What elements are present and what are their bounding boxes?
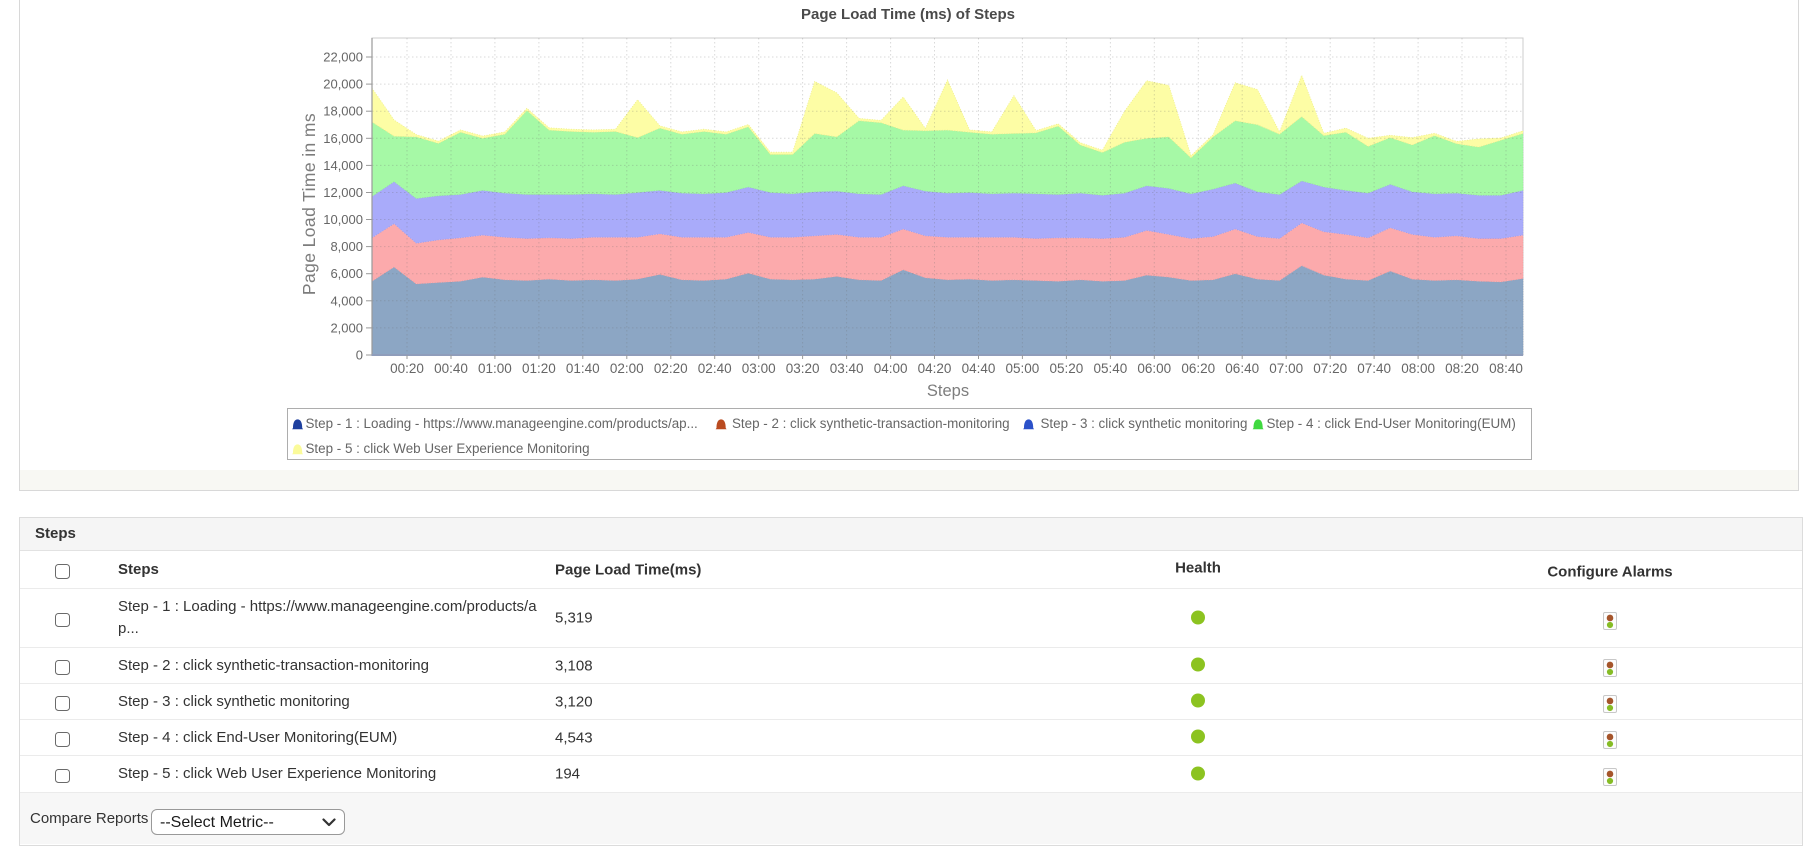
svg-text:Page Load Time (ms) of Steps: Page Load Time (ms) of Steps [801,6,1015,23]
svg-text:04:40: 04:40 [962,361,996,376]
svg-text:8,000: 8,000 [330,239,363,254]
svg-text:08:20: 08:20 [1445,361,1479,376]
svg-text:04:00: 04:00 [874,361,908,376]
svg-text:03:20: 03:20 [786,361,820,376]
svg-text:05:40: 05:40 [1094,361,1128,376]
svg-text:Steps: Steps [927,382,969,400]
svg-text:18,000: 18,000 [323,104,363,119]
svg-text:04:20: 04:20 [918,361,952,376]
svg-text:03:00: 03:00 [742,361,776,376]
svg-text:08:00: 08:00 [1401,361,1435,376]
svg-text:20,000: 20,000 [323,77,363,92]
svg-text:00:20: 00:20 [390,361,424,376]
svg-text:06:00: 06:00 [1137,361,1171,376]
svg-text:08:40: 08:40 [1489,361,1523,376]
svg-text:Step - 2 : click synthetic-tra: Step - 2 : click synthetic-transaction-m… [732,416,1010,431]
svg-text:01:20: 01:20 [522,361,556,376]
svg-text:12,000: 12,000 [323,185,363,200]
svg-text:01:40: 01:40 [566,361,600,376]
svg-text:Step - 4 : click End-User Moni: Step - 4 : click End-User Monitoring(EUM… [1267,416,1516,431]
svg-text:6,000: 6,000 [330,266,363,281]
svg-text:Step - 5 : click Web User Expe: Step - 5 : click Web User Experience Mon… [306,441,590,456]
svg-text:0: 0 [356,348,363,363]
svg-text:Step - 3 : click synthetic mon: Step - 3 : click synthetic monitoring [1041,416,1248,431]
svg-text:4,000: 4,000 [330,293,363,308]
svg-text:05:20: 05:20 [1050,361,1084,376]
svg-text:Page Load Time in ms: Page Load Time in ms [299,113,319,295]
svg-text:02:20: 02:20 [654,361,688,376]
svg-text:00:40: 00:40 [434,361,468,376]
svg-text:06:20: 06:20 [1181,361,1215,376]
svg-text:02:40: 02:40 [698,361,732,376]
svg-text:05:00: 05:00 [1006,361,1040,376]
svg-text:01:00: 01:00 [478,361,512,376]
svg-text:07:20: 07:20 [1313,361,1347,376]
svg-text:22,000: 22,000 [323,50,363,65]
svg-text:16,000: 16,000 [323,131,363,146]
svg-text:Step - 1 : Loading - https://w: Step - 1 : Loading - https://www.managee… [306,416,698,431]
svg-text:14,000: 14,000 [323,158,363,173]
svg-text:10,000: 10,000 [323,212,363,227]
svg-text:03:40: 03:40 [830,361,864,376]
svg-text:06:40: 06:40 [1225,361,1259,376]
svg-text:07:40: 07:40 [1357,361,1391,376]
svg-text:2,000: 2,000 [330,320,363,335]
svg-text:02:00: 02:00 [610,361,644,376]
svg-text:07:00: 07:00 [1269,361,1303,376]
